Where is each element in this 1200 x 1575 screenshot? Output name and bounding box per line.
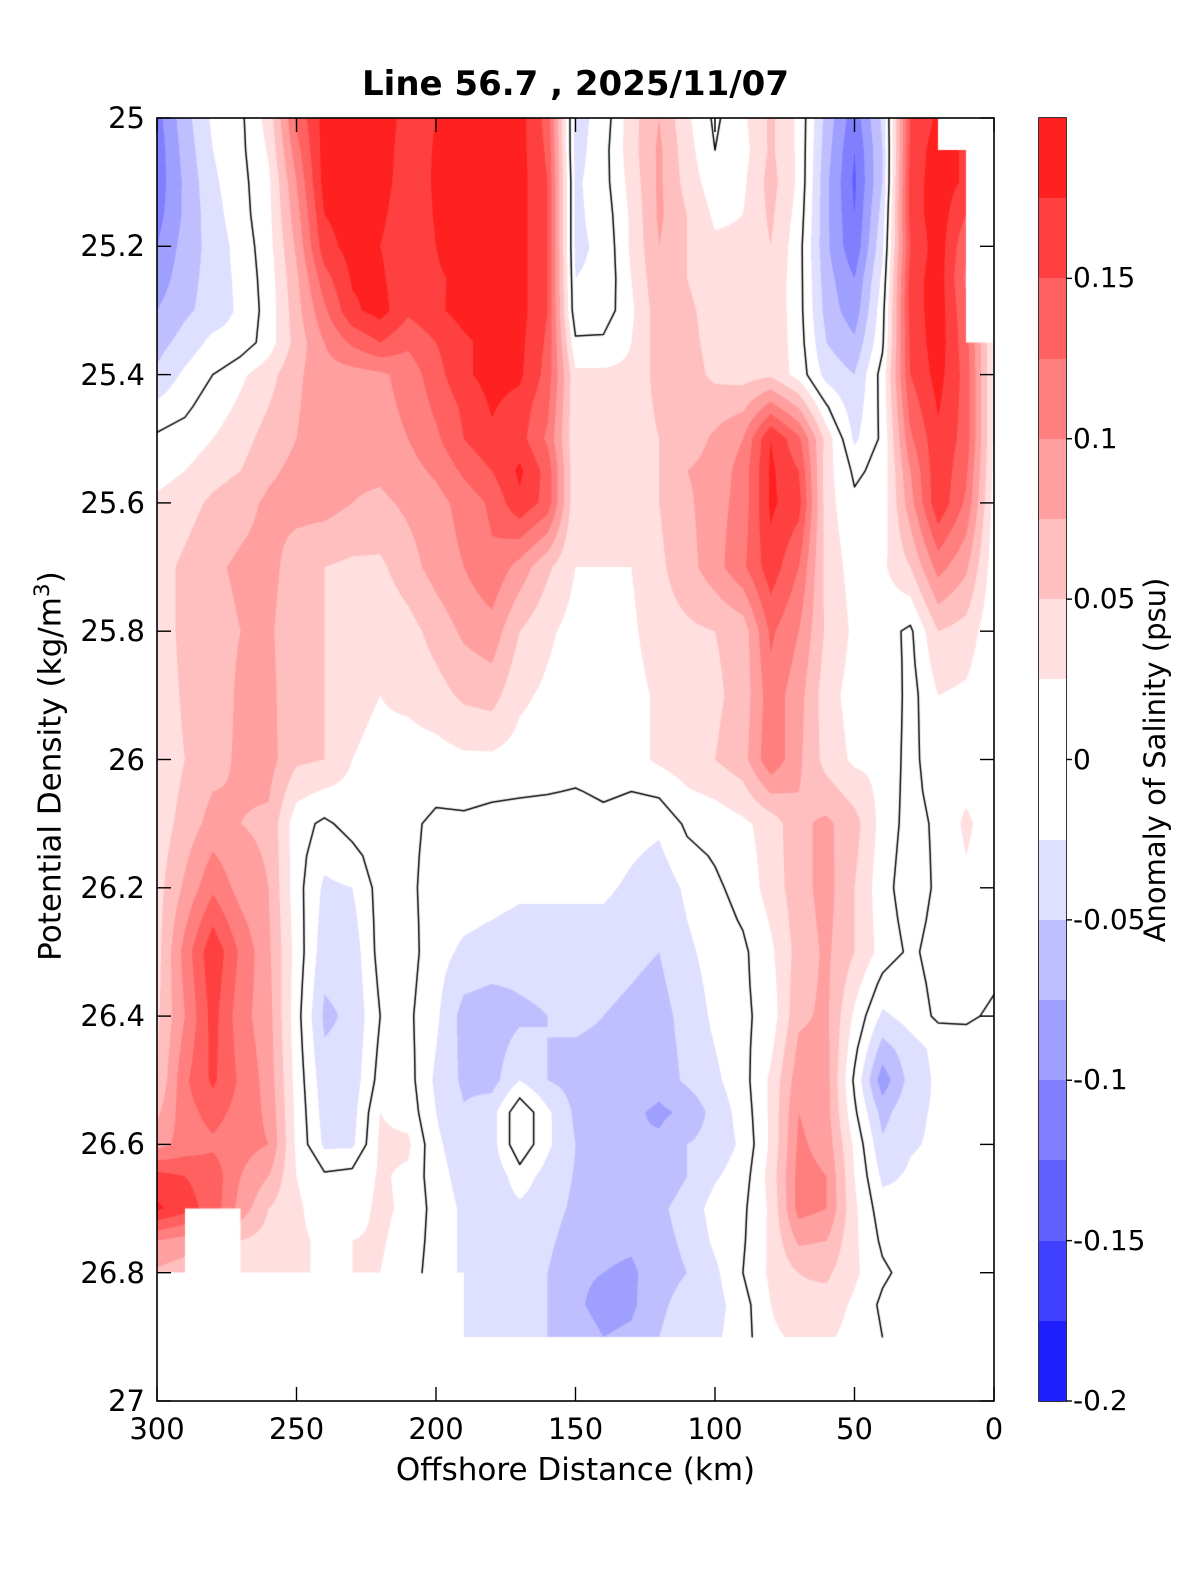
- colorbar-band: [1039, 759, 1066, 840]
- colorbar-label: Anomaly of Salinity (psu): [1138, 577, 1172, 943]
- colorbar-band: [1039, 1000, 1066, 1081]
- colorbar-band: [1039, 438, 1066, 519]
- colorbar-tick-label: 0.05: [1073, 582, 1136, 616]
- y-axis-label: Potential Density (kg/m3): [30, 571, 69, 961]
- colorbar-tick-label: 0.15: [1073, 261, 1136, 295]
- x-tick-label: 100: [687, 1412, 743, 1446]
- colorbar-band: [1039, 198, 1066, 279]
- x-tick-label: 150: [547, 1412, 604, 1446]
- colorbar-tick-label: -0.2: [1073, 1384, 1128, 1417]
- x-axis-label: Offshore Distance (km): [395, 1452, 756, 1488]
- colorbar-band: [1039, 518, 1066, 600]
- colorbar-tick-label: -0.15: [1073, 1223, 1146, 1257]
- colorbar-tick-label: -0.1: [1073, 1063, 1128, 1097]
- y-tick-label: 25.6: [80, 485, 145, 520]
- colorbar-band: [1039, 599, 1066, 680]
- colorbar-tick-label: 0: [1073, 742, 1091, 776]
- y-tick-label: 25: [108, 101, 145, 135]
- colorbar: [1039, 118, 1066, 1401]
- colorbar-band: [1039, 278, 1066, 359]
- colorbar-band: [1039, 1160, 1066, 1241]
- x-tick-label: 200: [408, 1412, 464, 1446]
- chart-title: Line 56.7 , 2025/11/07: [362, 64, 789, 104]
- colorbar-band: [1039, 679, 1066, 760]
- plot-area: [157, 118, 994, 1401]
- y-tick-label: 26.8: [80, 1255, 145, 1290]
- x-tick-label: 0: [984, 1412, 1004, 1446]
- y-tick-label: 25.4: [80, 357, 145, 392]
- colorbar-band: [1039, 839, 1066, 920]
- y-tick-label: 25.2: [80, 229, 145, 264]
- x-tick-label: 250: [268, 1412, 325, 1446]
- colorbar-tick-label: 0.1: [1073, 421, 1118, 455]
- y-tick-label: 26.2: [80, 870, 145, 905]
- colorbar-band: [1039, 118, 1066, 199]
- y-tick-label: 26.4: [80, 999, 145, 1034]
- colorbar-tick-label: -0.05: [1073, 902, 1146, 936]
- colorbar-band: [1039, 1240, 1066, 1321]
- colorbar-band: [1039, 1320, 1066, 1401]
- colorbar-band: [1039, 919, 1066, 1001]
- colorbar-band: [1039, 358, 1066, 439]
- y-tick-label: 26: [108, 742, 145, 777]
- colorbar-band: [1039, 1080, 1066, 1161]
- y-tick-label: 27: [108, 1384, 145, 1418]
- x-tick-label: 50: [836, 1412, 873, 1446]
- x-tick-label: 300: [129, 1412, 185, 1446]
- y-tick-label: 26.6: [80, 1127, 145, 1162]
- y-tick-label: 25.8: [80, 614, 145, 649]
- contour-field-canvas: [157, 118, 994, 1401]
